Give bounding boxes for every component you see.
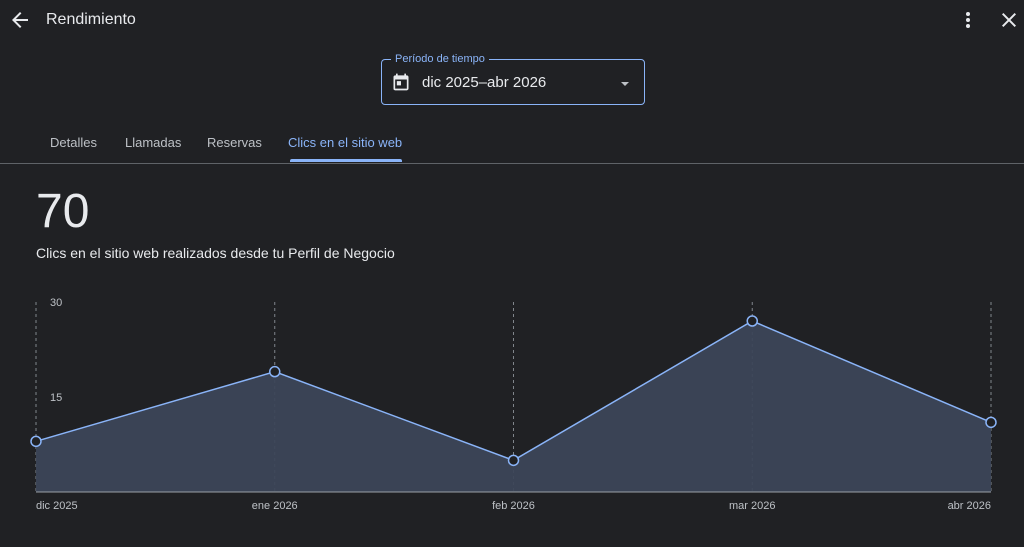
summary-description: Clics en el sitio web realizados desde t…	[36, 245, 395, 261]
calendar-icon	[391, 72, 411, 92]
chart-x-tick-label: mar 2026	[729, 500, 775, 512]
chart-y-tick-label: 15	[50, 392, 62, 404]
chart-x-tick-label: dic 2025	[36, 500, 78, 512]
chart-x-tick-label: feb 2026	[492, 500, 535, 512]
chart-point[interactable]	[985, 416, 997, 429]
dropdown-caret-icon	[619, 77, 631, 89]
chart-x-tick-label: ene 2026	[252, 500, 298, 512]
chart-point[interactable]	[269, 365, 281, 378]
tab-details[interactable]: Detalles	[50, 135, 97, 150]
period-selector[interactable]: Período de tiempo dic 2025–abr 2026	[381, 52, 645, 105]
chart-area	[36, 321, 991, 492]
arrow-back-icon[interactable]	[8, 8, 32, 32]
tab-bar: Detalles Llamadas Reservas Clics en el s…	[0, 122, 1024, 164]
more-vert-icon[interactable]	[956, 8, 980, 32]
clicks-chart: 15 30 dic 2025 ene 2026 feb 2026 mar 2026 abr …	[30, 297, 997, 512]
chart-point[interactable]	[746, 315, 758, 327]
tab-website-clicks[interactable]: Clics en el sitio web	[288, 135, 403, 150]
chart-y-tick-label: 30	[50, 297, 62, 309]
chart-point[interactable]	[507, 454, 520, 467]
chart-x-tick-label: abr 2026	[948, 500, 991, 512]
period-label: Período de tiempo	[391, 52, 489, 66]
active-tab-indicator	[290, 159, 402, 162]
page-title: Rendimiento	[46, 11, 136, 28]
period-value: dic 2025–abr 2026	[422, 74, 547, 91]
chart-point[interactable]	[30, 435, 42, 448]
header: Rendimiento	[0, 0, 1024, 42]
close-icon[interactable]	[997, 8, 1021, 32]
tab-bookings[interactable]: Reservas	[207, 135, 262, 150]
tab-calls[interactable]: Llamadas	[125, 135, 182, 150]
total-clicks: 70	[36, 185, 90, 238]
